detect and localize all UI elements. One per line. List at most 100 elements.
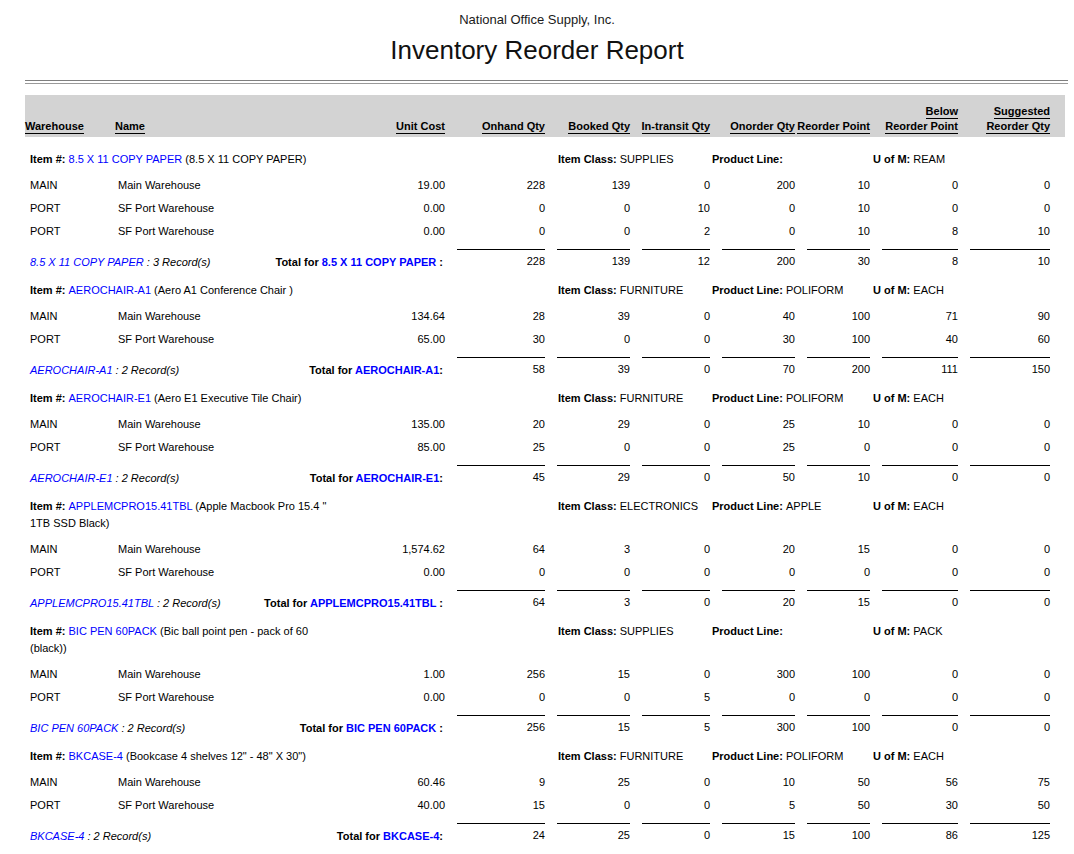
item-header: Item #: BKCASE-4 (Bookcase 4 shelves 12"… bbox=[30, 748, 535, 765]
group-record-count-text: : 3 Record(s) bbox=[144, 256, 211, 268]
item-class-value: FURNITURE bbox=[620, 284, 684, 296]
column-header-line: Suggested bbox=[994, 104, 1050, 119]
group-record-count: AEROCHAIR-E1 : 2 Record(s) bbox=[25, 472, 179, 484]
total-for-label: Total for bbox=[275, 256, 321, 268]
cell-onorder: 0 bbox=[710, 566, 795, 578]
total-for-label: Total for bbox=[310, 472, 356, 484]
total-intransit: 0 bbox=[642, 590, 710, 609]
group-total-left: AEROCHAIR-A1 : 2 Record(s)Total for AERO… bbox=[25, 364, 445, 376]
total-below: 0 bbox=[882, 465, 958, 484]
product-line-group: Product Line: bbox=[712, 151, 783, 168]
uom-value: PACK bbox=[913, 625, 942, 637]
column-header-reorder_point: Reorder Point bbox=[795, 119, 870, 134]
cell-reorder_point: 100 bbox=[795, 310, 870, 322]
cell-intransit: 0 bbox=[630, 799, 710, 811]
item-code-link[interactable]: AEROCHAIR-E1 bbox=[69, 392, 152, 404]
item-code-link[interactable]: APPLEMCPRO15.41TBL bbox=[310, 597, 436, 609]
cell-onhand: 9 bbox=[445, 776, 545, 788]
item-code-link[interactable]: APPLEMCPRO15.41TBL bbox=[30, 597, 154, 609]
cell-intransit: 5 bbox=[630, 691, 710, 703]
item-code-link[interactable]: BKCASE-4 bbox=[69, 750, 123, 762]
cell-reorder_point: 0 bbox=[795, 566, 870, 578]
total-below: 8 bbox=[882, 249, 958, 268]
item-code-link[interactable]: 8.5 X 11 COPY PAPER bbox=[30, 256, 144, 268]
item-group: Item #: APPLEMCPRO15.41TBL (Apple Macboo… bbox=[25, 498, 1065, 609]
item-code-link[interactable]: AEROCHAIR-E1 bbox=[356, 472, 440, 484]
cell-onhand: 0 bbox=[445, 225, 545, 237]
total-for-label: Total for bbox=[337, 830, 383, 842]
cell-onhand: 64 bbox=[445, 543, 545, 555]
item-code-link[interactable]: AEROCHAIR-E1 bbox=[30, 472, 113, 484]
cell-name: Main Warehouse bbox=[115, 668, 330, 680]
cell-warehouse: MAIN bbox=[25, 776, 115, 788]
cell-warehouse: PORT bbox=[25, 333, 115, 345]
item-group-header: Item #: AEROCHAIR-A1 (Aero A1 Conference… bbox=[25, 282, 1065, 299]
group-record-count: BIC PEN 60PACK : 2 Record(s) bbox=[25, 722, 185, 734]
item-class-group: Item Class: FURNITURE bbox=[558, 748, 683, 765]
column-header-line: Reorder Point bbox=[797, 119, 870, 134]
cell-booked: 39 bbox=[545, 310, 630, 322]
cell-below: 40 bbox=[870, 333, 958, 345]
cell-reorder_point: 10 bbox=[795, 202, 870, 214]
item-code-link[interactable]: BIC PEN 60PACK bbox=[346, 722, 436, 734]
cell-reorder_point: 10 bbox=[795, 179, 870, 191]
item-group-header: Item #: BIC PEN 60PACK (Bic ball point p… bbox=[25, 623, 1065, 657]
cell-below: 30 bbox=[870, 799, 958, 811]
uom-group: U of M: EACH bbox=[873, 748, 944, 765]
cell-booked: 139 bbox=[545, 179, 630, 191]
total-below: 111 bbox=[882, 357, 958, 376]
item-code-link[interactable]: BKCASE-4 bbox=[30, 830, 84, 842]
total-for-label: Total for bbox=[300, 722, 346, 734]
cell-onhand: 0 bbox=[445, 566, 545, 578]
total-below: 0 bbox=[882, 590, 958, 609]
cell-suggested: 60 bbox=[958, 333, 1050, 345]
item-code-link[interactable]: BIC PEN 60PACK bbox=[30, 722, 118, 734]
group-record-count-text: : 2 Record(s) bbox=[113, 364, 180, 376]
item-code-link[interactable]: AEROCHAIR-A1 bbox=[30, 364, 113, 376]
cell-below: 8 bbox=[870, 225, 958, 237]
total-reorder_point: 10 bbox=[807, 465, 870, 484]
item-code-link[interactable]: APPLEMCPRO15.41TBL bbox=[69, 500, 193, 512]
cell-reorder_point: 15 bbox=[795, 543, 870, 555]
cell-onorder: 40 bbox=[710, 310, 795, 322]
item-code-link[interactable]: AEROCHAIR-A1 bbox=[355, 364, 439, 376]
group-record-count-text: : 2 Record(s) bbox=[154, 597, 221, 609]
total-booked: 39 bbox=[557, 357, 630, 376]
uom-label: U of M: bbox=[873, 153, 913, 165]
total-intransit: 0 bbox=[642, 823, 710, 842]
cell-booked: 25 bbox=[545, 776, 630, 788]
cell-onorder: 10 bbox=[710, 776, 795, 788]
cell-onorder: 200 bbox=[710, 179, 795, 191]
cell-intransit: 0 bbox=[630, 543, 710, 555]
total-onhand: 24 bbox=[457, 823, 545, 842]
total-for-label: Total for bbox=[264, 597, 310, 609]
table-row: MAINMain Warehouse135.0020290251000 bbox=[25, 412, 1065, 435]
group-record-count-text: : 2 Record(s) bbox=[118, 722, 185, 734]
item-header: Item #: BIC PEN 60PACK (Bic ball point p… bbox=[30, 623, 535, 657]
cell-onorder: 0 bbox=[710, 225, 795, 237]
item-code-link[interactable]: 8.5 X 11 COPY PAPER bbox=[322, 256, 437, 268]
group-record-count-text: : 2 Record(s) bbox=[84, 830, 151, 842]
cell-reorder_point: 50 bbox=[795, 799, 870, 811]
cell-intransit: 0 bbox=[630, 776, 710, 788]
item-code-link[interactable]: BKCASE-4 bbox=[383, 830, 439, 842]
item-group-header: Item #: BKCASE-4 (Bookcase 4 shelves 12"… bbox=[25, 748, 1065, 765]
item-code-link[interactable]: 8.5 X 11 COPY PAPER bbox=[69, 153, 183, 165]
cell-reorder_point: 100 bbox=[795, 668, 870, 680]
cell-name: Main Warehouse bbox=[115, 418, 330, 430]
cell-name: SF Port Warehouse bbox=[115, 441, 330, 453]
group-record-count: APPLEMCPRO15.41TBL : 2 Record(s) bbox=[25, 597, 221, 609]
item-class-label: Item Class: bbox=[558, 284, 620, 296]
cell-onhand: 0 bbox=[445, 691, 545, 703]
group-total-row: 8.5 X 11 COPY PAPER : 3 Record(s) Total f… bbox=[25, 243, 1065, 268]
product-line-label: Product Line: bbox=[712, 392, 786, 404]
group-total-left: AEROCHAIR-E1 : 2 Record(s) Total for AERO… bbox=[25, 472, 445, 484]
cell-reorder_point: 100 bbox=[795, 333, 870, 345]
uom-group: U of M: EACH bbox=[873, 498, 944, 515]
total-suggested: 0 bbox=[970, 465, 1050, 484]
item-code-link[interactable]: BIC PEN 60PACK bbox=[69, 625, 157, 637]
item-code-link[interactable]: AEROCHAIR-A1 bbox=[69, 284, 152, 296]
cell-name: Main Warehouse bbox=[115, 179, 330, 191]
product-line-value: POLIFORM bbox=[786, 284, 843, 296]
cell-unit-cost: 0.00 bbox=[330, 566, 445, 578]
